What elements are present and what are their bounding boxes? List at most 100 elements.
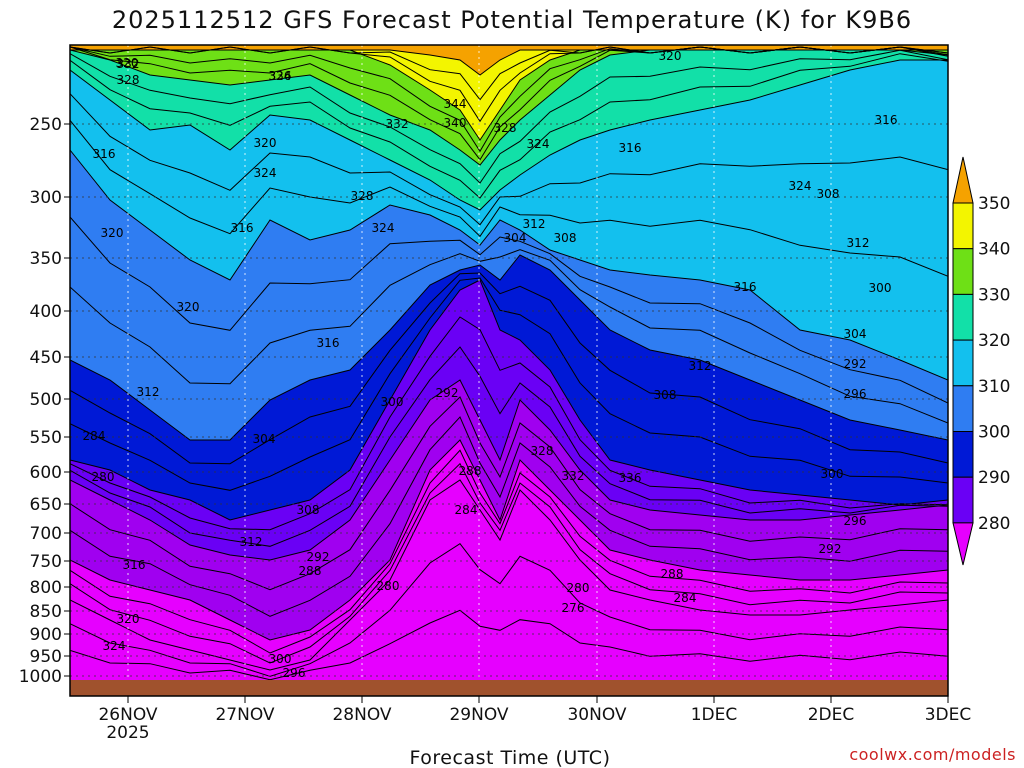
contour-label: 308 (554, 231, 577, 245)
contour-line (70, 272, 948, 465)
contour-line (70, 396, 948, 591)
contour-label: 280 (377, 579, 400, 593)
colorbar-label: 300 (978, 423, 1010, 443)
contour-label: 344 (444, 97, 467, 111)
contour-label: 328 (117, 73, 140, 87)
contour-label: 324 (269, 69, 292, 83)
contour-line (70, 543, 948, 677)
contour-label: 308 (297, 503, 320, 517)
color-band-8 (70, 380, 948, 640)
contour-label: 308 (654, 388, 677, 402)
contour-label: 300 (821, 467, 844, 481)
contour-label: 312 (689, 359, 712, 373)
contour-label: 276 (562, 601, 585, 615)
color-band-3 (70, 50, 948, 210)
contour-label: 332 (562, 469, 585, 483)
colorbar-label: 310 (978, 377, 1010, 397)
x-tick-label: 29NOV (449, 705, 508, 725)
contour-label: 300 (269, 652, 292, 666)
contour-line (70, 479, 948, 671)
x-tick-label: 2DEC (808, 705, 855, 725)
colorbar-segment (952, 248, 974, 295)
contour-label: 324 (527, 137, 550, 151)
x-axis-label: Forecast Time (UTC) (410, 747, 611, 768)
contour-label: 292 (436, 386, 459, 400)
colorbar-segment (952, 476, 974, 524)
contour-line (70, 346, 948, 547)
color-band-7 (70, 280, 948, 560)
contour-label: 288 (459, 464, 482, 478)
contour-label: 324 (372, 221, 395, 235)
colorbar-label: 320 (978, 331, 1010, 351)
contour-label: 312 (137, 385, 160, 399)
contour-label: 320 (659, 49, 682, 63)
contour-label: 284 (674, 591, 697, 605)
color-band-10 (70, 480, 948, 680)
contour-label: 304 (504, 231, 527, 245)
contour-label: 340 (444, 116, 467, 130)
contour-line (70, 59, 948, 211)
contour-label: 328 (494, 121, 517, 135)
color-band-1 (70, 50, 948, 140)
colorbar-label: 290 (978, 468, 1010, 488)
contour-label: 320 (101, 226, 124, 240)
contour-line (70, 119, 948, 277)
y-tick-label: 300 (30, 188, 62, 208)
y-tick-label: 1000 (19, 667, 62, 687)
contour-label: 324 (103, 639, 126, 653)
contour-label: 336 (269, 69, 292, 83)
x-tick-label: 30NOV (567, 705, 626, 725)
contour-label: 292 (307, 550, 330, 564)
x-tick-label: 1DEC (691, 705, 738, 725)
contour-label: 308 (817, 187, 840, 201)
contour-line (70, 416, 948, 617)
plot-frame (69, 44, 949, 697)
y-axis: 250 300 350 400 450 500 550 600 650 700 750 800 850 9… (19, 115, 70, 687)
y-tick-label: 700 (30, 524, 62, 544)
x-tick-label: 26NOV (98, 705, 157, 725)
colorbar-label: 330 (978, 285, 1010, 305)
y-tick-label: 450 (30, 348, 62, 368)
x-tick-label: 27NOV (215, 705, 274, 725)
contour-line (70, 49, 948, 166)
colorbar-segment (952, 202, 974, 250)
credit-text: coolwx.com/models (849, 745, 1016, 764)
contour-line (70, 216, 948, 404)
contour-line (70, 93, 948, 226)
contour-label: 316 (123, 558, 146, 572)
contour-line (70, 316, 948, 531)
contour-label: 296 (844, 387, 867, 401)
contour-line (70, 254, 948, 441)
ground-surface (70, 680, 948, 696)
contour-label: 292 (844, 357, 867, 371)
y-tick-label: 500 (30, 390, 62, 410)
contour-line (70, 277, 948, 491)
contour-line (70, 379, 948, 561)
colorbar-segment (952, 293, 974, 341)
color-band-4 (70, 60, 948, 380)
colorbar-label: 340 (978, 240, 1010, 260)
y-tick-label: 350 (30, 249, 62, 269)
color-band-6 (70, 255, 948, 520)
y-tick-label: 600 (30, 463, 62, 483)
contour-label: 300 (869, 281, 892, 295)
contour-label: 324 (254, 166, 277, 180)
contour-label: 304 (253, 432, 276, 446)
x-tick-label: 3DEC (925, 705, 972, 725)
contour-line (70, 149, 948, 381)
y-tick-label: 650 (30, 495, 62, 515)
colorbar-label: 350 (978, 194, 1010, 214)
contour-label: 312 (847, 236, 870, 250)
contour-line (70, 439, 948, 641)
contour-label: 316 (734, 280, 757, 294)
colorbar-bottom-arrow (952, 522, 974, 566)
contour-label: 288 (661, 567, 684, 581)
x-tick-label: 28NOV (332, 705, 391, 725)
colorbar-segment (952, 385, 974, 432)
contour-label: 284 (455, 503, 478, 517)
colorbar-segment (952, 339, 974, 387)
contour-line (70, 279, 948, 521)
contour-label: 312 (240, 535, 263, 549)
